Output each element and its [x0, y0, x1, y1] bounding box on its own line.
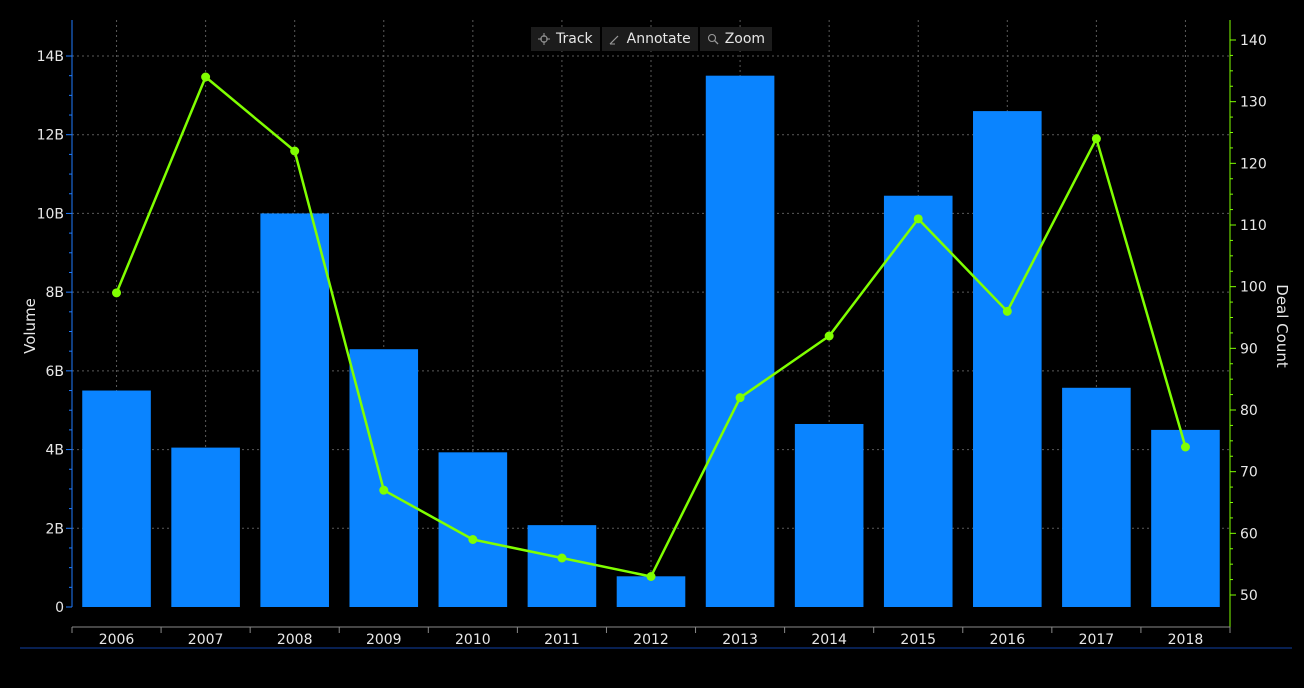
x-tick-label-2011: 2011 [544, 632, 580, 648]
zoom-label: Zoom [724, 31, 766, 47]
bar-2018 [1151, 429, 1220, 607]
left-tick-label: 6B [45, 364, 64, 380]
left-tick-label: 4B [45, 443, 64, 459]
right-tick-label: 90 [1240, 341, 1258, 357]
right-tick-label: 60 [1240, 526, 1258, 542]
left-tick-label: 0 [55, 600, 64, 616]
deal-count-point-2008 [290, 146, 300, 156]
left-tick-label: 12B [37, 128, 64, 144]
x-tick-label-2017: 2017 [1079, 632, 1115, 648]
deal-count-point-2012 [646, 572, 656, 581]
deal-count-point-2006 [112, 288, 122, 298]
bar-2017 [1062, 387, 1131, 607]
track-button[interactable]: Track [531, 27, 600, 51]
volume-bars [82, 75, 1220, 608]
deal-count-point-2007 [201, 72, 211, 82]
left-tick-label: 10B [37, 206, 64, 222]
right-tick-label: 80 [1240, 403, 1258, 419]
bar-2011 [527, 525, 597, 607]
x-tick-label-2018: 2018 [1168, 632, 1204, 648]
annotate-label: Annotate [626, 31, 691, 47]
chart-toolbar: Track Annotate Zoom [531, 27, 773, 51]
deal-count-point-2014 [824, 331, 834, 341]
x-tick-label-2012: 2012 [633, 632, 669, 648]
deal-count-point-2016 [1002, 306, 1012, 316]
track-label: Track [556, 31, 593, 47]
magnifier-icon [707, 33, 719, 45]
x-tick-label-2013: 2013 [722, 632, 758, 648]
deal-count-point-2017 [1091, 134, 1101, 144]
x-tick-label-2010: 2010 [455, 632, 491, 648]
grid [72, 20, 1230, 607]
deal-count-point-2013 [735, 393, 745, 403]
crosshair-icon [538, 33, 550, 45]
bar-2009 [349, 349, 419, 607]
bar-2016 [973, 111, 1042, 607]
deal-count-line [112, 72, 1190, 581]
x-tick-label-2006: 2006 [99, 632, 135, 648]
x-tick-label-2007: 2007 [188, 632, 224, 648]
right-tick-label: 70 [1240, 465, 1258, 481]
bar-2006 [82, 390, 151, 607]
right-axis-label: Deal Count [1273, 284, 1291, 368]
zoom-button[interactable]: Zoom [699, 27, 773, 51]
right-tick-label: 50 [1240, 588, 1258, 604]
right-tick-label: 130 [1240, 95, 1267, 111]
deal-count-point-2011 [557, 553, 567, 563]
right-tick-label: 100 [1240, 280, 1267, 296]
deal-count-point-2015 [913, 214, 923, 224]
deal-count-point-2018 [1180, 442, 1190, 452]
x-tick-label-2015: 2015 [900, 632, 936, 648]
left-tick-label: 2B [45, 521, 64, 537]
deal-count-point-2010 [468, 535, 478, 544]
bar-2007 [171, 447, 240, 607]
left-axis-label: Volume [21, 298, 39, 354]
right-tick-label: 110 [1240, 218, 1267, 234]
bar-2010 [438, 452, 508, 607]
x-tick-label-2008: 2008 [277, 632, 313, 648]
annotate-icon [609, 33, 621, 45]
annotate-button[interactable]: Annotate [601, 27, 698, 51]
left-tick-label: 8B [45, 285, 64, 301]
right-tick-label: 120 [1240, 156, 1267, 172]
bar-2013 [705, 75, 775, 607]
x-tick-label-2009: 2009 [366, 632, 402, 648]
bar-2015 [883, 195, 953, 608]
bar-2008 [260, 213, 329, 607]
x-tick-label-2014: 2014 [811, 632, 847, 648]
bar-2012 [616, 576, 686, 607]
left-tick-label: 14B [37, 49, 64, 65]
x-tick-label-2016: 2016 [989, 632, 1025, 648]
bar-2014 [794, 423, 864, 607]
right-tick-label: 140 [1240, 33, 1267, 49]
deal-count-point-2009 [379, 485, 389, 495]
axes: 0 2B 4B 6B 8B 10B 12B 14B 50 60 70 80 90 100 110 120 130… [20, 20, 1292, 649]
